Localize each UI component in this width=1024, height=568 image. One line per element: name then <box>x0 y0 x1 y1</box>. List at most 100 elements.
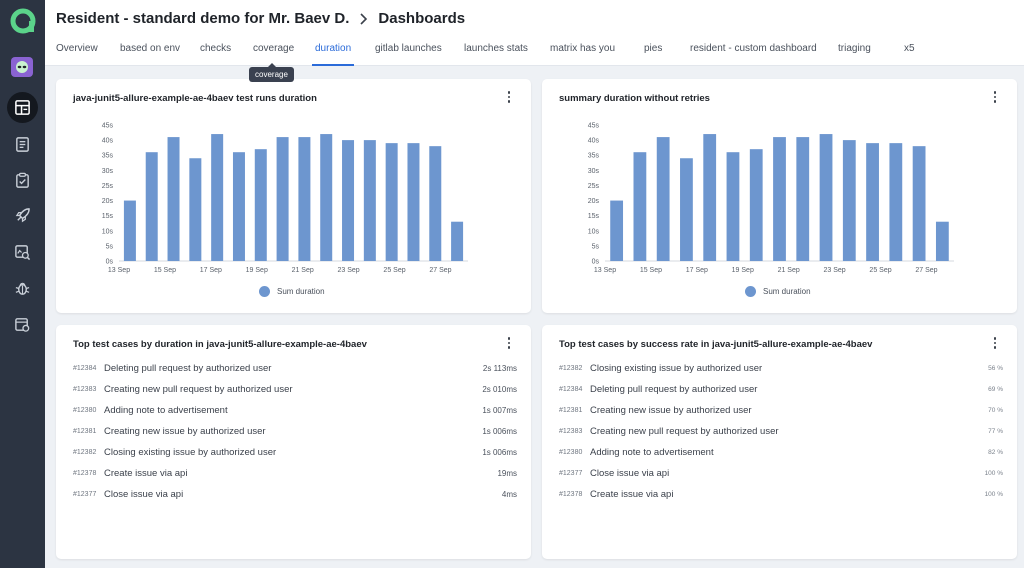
test-case-row[interactable]: #12382 Closing existing issue by authoriz… <box>559 361 1003 375</box>
tab-gitlab-launches[interactable]: gitlab launches <box>375 43 442 54</box>
test-case-row[interactable]: #12383 Creating new pull request by autho… <box>73 382 517 396</box>
test-case-row[interactable]: #12381 Creating new issue by authorized u… <box>559 403 1003 417</box>
sidebar-item-dashboards[interactable] <box>7 92 38 123</box>
bar[interactable] <box>703 134 717 261</box>
test-case-name[interactable]: Closing existing issue by authorized use… <box>590 362 763 374</box>
test-case-name[interactable]: Adding note to advertisement <box>104 404 228 416</box>
bar[interactable] <box>407 143 420 261</box>
test-case-row[interactable]: #12377 Close issue via api 4ms <box>73 487 517 501</box>
test-case-name[interactable]: Close issue via api <box>104 488 184 500</box>
test-case-row[interactable]: #12382 Closing existing issue by authoriz… <box>73 445 517 459</box>
test-case-row[interactable]: #12383 Creating new pull request by autho… <box>559 424 1003 438</box>
bar[interactable] <box>866 143 879 261</box>
breadcrumb-project[interactable]: Resident - standard demo for Mr. Baev D. <box>56 10 350 27</box>
chart-legend[interactable]: Sum duration <box>259 286 325 297</box>
tab-based-on-env[interactable]: based on env <box>120 43 181 54</box>
tab-coverage[interactable]: coverage <box>253 43 295 54</box>
widget-title: summary duration without retries <box>559 93 710 104</box>
sidebar-item-test-plans[interactable] <box>7 165 38 196</box>
tab-pies[interactable]: pies <box>644 43 663 54</box>
y-tick-label: 45s <box>102 123 114 130</box>
test-case-name[interactable]: Deleting pull request by authorized user <box>590 383 758 395</box>
test-case-name[interactable]: Adding note to advertisement <box>590 446 714 458</box>
bar[interactable] <box>145 152 158 261</box>
more-options-icon[interactable] <box>503 90 515 104</box>
y-tick-label: 40s <box>588 138 600 145</box>
bar[interactable] <box>726 152 740 261</box>
test-case-row[interactable]: #12381 Creating new issue by authorized u… <box>73 424 517 438</box>
bar[interactable] <box>276 137 289 261</box>
bar[interactable] <box>320 134 333 261</box>
test-case-id: #12383 <box>73 385 97 393</box>
bar[interactable] <box>796 137 810 261</box>
bar[interactable] <box>167 137 180 261</box>
test-case-row[interactable]: #12378 Create issue via api 100 % <box>559 487 1003 501</box>
test-case-name[interactable]: Creating new pull request by authorized … <box>590 425 779 437</box>
bar[interactable] <box>123 200 136 261</box>
bar[interactable] <box>842 140 856 261</box>
chevron-right-icon <box>359 12 368 25</box>
sidebar-item-test-cases[interactable] <box>7 129 38 160</box>
bar[interactable] <box>342 140 355 261</box>
test-case-row[interactable]: #12378 Create issue via api 19ms <box>73 466 517 480</box>
bar[interactable] <box>912 146 926 261</box>
tab-matrix-has-you[interactable]: matrix has you <box>550 43 616 54</box>
bar[interactable] <box>232 152 245 261</box>
bar[interactable] <box>298 137 311 261</box>
chart-legend[interactable]: Sum duration <box>745 286 811 297</box>
page-header: Resident - standard demo for Mr. Baev D.… <box>45 0 1024 66</box>
more-options-icon[interactable] <box>503 336 515 350</box>
tab-checks[interactable]: checks <box>200 43 232 54</box>
tab-resident-custom-dashboard[interactable]: resident - custom dashboard <box>690 43 817 54</box>
test-case-name[interactable]: Create issue via api <box>104 467 188 479</box>
bar[interactable] <box>610 200 624 261</box>
bar[interactable] <box>749 149 763 261</box>
test-case-row[interactable]: #12380 Adding note to advertisement 82 % <box>559 445 1003 459</box>
bar[interactable] <box>211 134 224 261</box>
test-case-row[interactable]: #12384 Deleting pull request by authorize… <box>559 382 1003 396</box>
test-case-name[interactable]: Close issue via api <box>590 467 670 479</box>
bar[interactable] <box>935 221 949 261</box>
more-options-icon[interactable] <box>989 336 1001 350</box>
test-case-row[interactable]: #12380 Adding note to advertisement 1s 007… <box>73 403 517 417</box>
sidebar-item-jobs[interactable] <box>7 309 38 340</box>
bar[interactable] <box>889 143 903 261</box>
more-options-icon[interactable] <box>989 90 1001 104</box>
tab-launches-stats[interactable]: launches stats <box>464 43 528 54</box>
test-case-row[interactable]: #12384 Deleting pull request by authorize… <box>73 361 517 375</box>
bar[interactable] <box>633 152 647 261</box>
sidebar-item-analytics[interactable] <box>7 237 38 268</box>
sidebar <box>0 0 45 568</box>
bar[interactable] <box>254 149 267 261</box>
bar[interactable] <box>451 221 464 261</box>
bar[interactable] <box>189 158 202 261</box>
test-case-name[interactable]: Creating new pull request by authorized … <box>104 383 293 395</box>
y-tick-label: 15s <box>102 213 114 220</box>
test-case-name[interactable]: Creating new issue by authorized user <box>104 425 266 437</box>
user-avatar[interactable] <box>11 57 33 77</box>
test-case-name[interactable]: Deleting pull request by authorized user <box>104 362 272 374</box>
sidebar-item-launches[interactable] <box>7 200 38 231</box>
test-case-name[interactable]: Create issue via api <box>590 488 674 500</box>
bar[interactable] <box>363 140 376 261</box>
test-case-duration: 19ms <box>497 468 517 478</box>
bar[interactable] <box>680 158 693 261</box>
bar[interactable] <box>819 134 833 261</box>
test-case-name[interactable]: Creating new issue by authorized user <box>590 404 752 416</box>
test-case-id: #12378 <box>559 490 583 498</box>
bar[interactable] <box>385 143 398 261</box>
bar[interactable] <box>429 146 442 261</box>
sidebar-item-defects[interactable] <box>7 273 38 304</box>
bar[interactable] <box>773 137 786 261</box>
tab-overview[interactable]: Overview <box>56 43 98 54</box>
test-case-duration: 1s 007ms <box>482 405 517 415</box>
test-case-row[interactable]: #12377 Close issue via api 100 % <box>559 466 1003 480</box>
tab-x5[interactable]: x5 <box>904 43 915 54</box>
allure-logo-icon[interactable] <box>10 8 36 34</box>
test-case-success-rate: 77 % <box>988 427 1003 435</box>
test-case-name[interactable]: Closing existing issue by authorized use… <box>104 446 277 458</box>
bar[interactable] <box>656 137 670 261</box>
test-case-success-rate: 70 % <box>988 406 1003 414</box>
tab-duration[interactable]: duration <box>312 43 355 66</box>
tab-triaging[interactable]: triaging <box>838 43 871 54</box>
